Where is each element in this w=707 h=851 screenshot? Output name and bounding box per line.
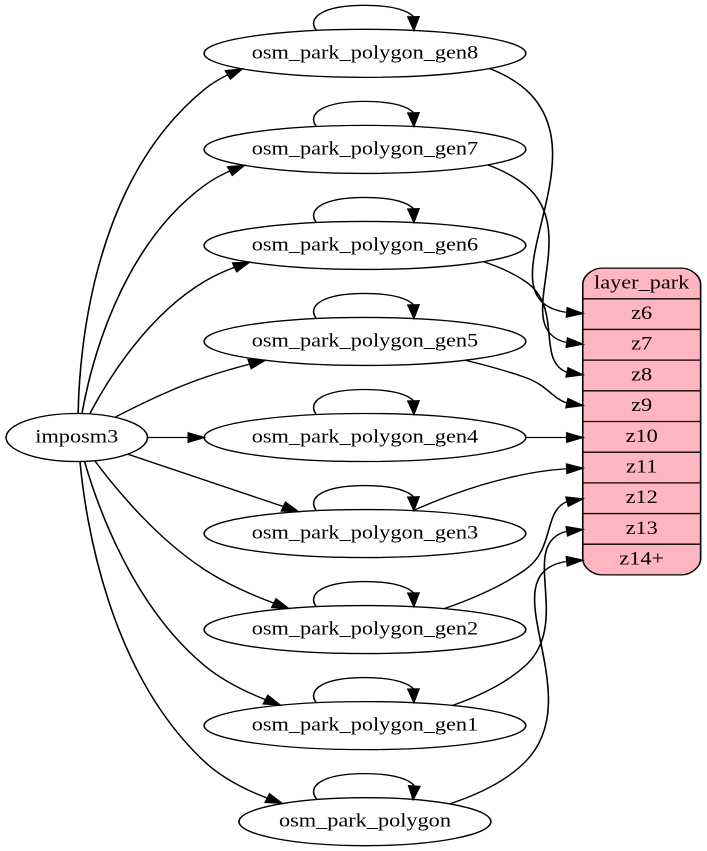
svg-text:z12: z12 — [626, 488, 658, 508]
svg-text:osm_park_polygon_gen7: osm_park_polygon_gen7 — [252, 139, 478, 159]
svg-text:z11: z11 — [626, 457, 657, 477]
svg-text:osm_park_polygon_gen8: osm_park_polygon_gen8 — [252, 43, 478, 63]
svg-text:osm_park_polygon: osm_park_polygon — [279, 811, 451, 831]
svg-text:z13: z13 — [626, 518, 658, 538]
svg-text:z6: z6 — [631, 304, 652, 324]
svg-text:z9: z9 — [631, 396, 652, 416]
svg-text:osm_park_polygon_gen3: osm_park_polygon_gen3 — [252, 523, 478, 543]
svg-text:osm_park_polygon_gen6: osm_park_polygon_gen6 — [252, 235, 478, 255]
svg-text:osm_park_polygon_gen1: osm_park_polygon_gen1 — [252, 715, 478, 735]
svg-text:z7: z7 — [631, 334, 652, 354]
svg-text:z8: z8 — [631, 365, 652, 385]
svg-text:layer_park: layer_park — [594, 273, 690, 293]
svg-text:osm_park_polygon_gen4: osm_park_polygon_gen4 — [252, 427, 478, 447]
svg-text:z14+: z14+ — [619, 549, 664, 569]
svg-text:z10: z10 — [626, 426, 658, 446]
svg-text:osm_park_polygon_gen5: osm_park_polygon_gen5 — [252, 331, 478, 351]
svg-text:imposm3: imposm3 — [35, 427, 118, 447]
svg-text:osm_park_polygon_gen2: osm_park_polygon_gen2 — [252, 619, 478, 639]
